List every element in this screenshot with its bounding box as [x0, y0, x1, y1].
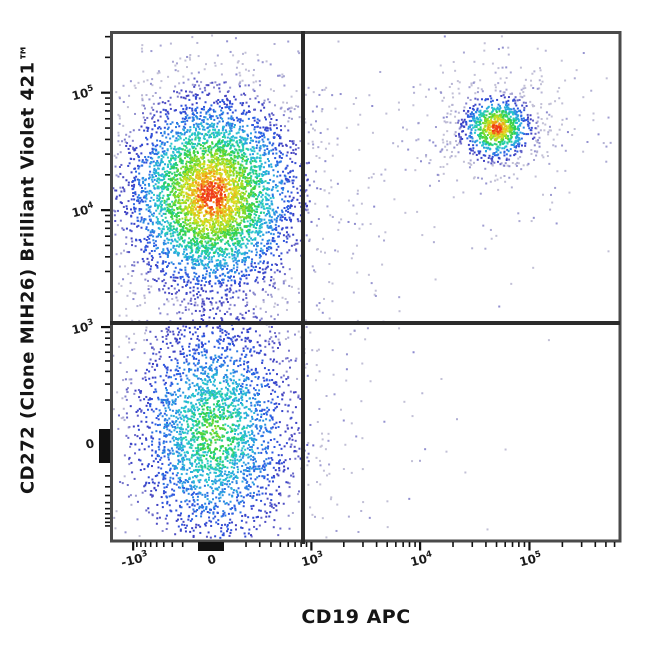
quadrant-gate-horizontal-line — [110, 321, 620, 325]
quadrant-gate-vertical-line — [301, 31, 305, 544]
y-axis-label: CD272 (Clone MIH26) Brilliant Violet 421… — [17, 42, 39, 495]
x-axis-label: CD19 APC — [301, 606, 411, 628]
